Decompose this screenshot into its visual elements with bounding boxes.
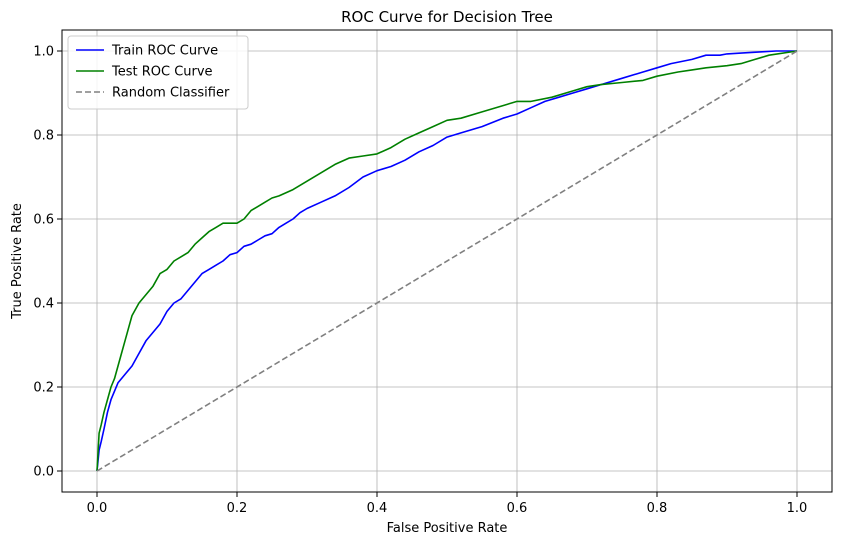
legend-entry: Train ROC Curve: [111, 44, 218, 59]
y-tick-label: 0.2: [33, 381, 54, 396]
legend: Train ROC Curve Test ROC Curve Random Clas…: [67, 35, 249, 110]
chart-title: ROC Curve for Decision Tree: [341, 8, 553, 26]
x-axis-label: False Positive Rate: [387, 521, 508, 536]
y-tick-label: 0.6: [33, 213, 54, 228]
legend-entry: Test ROC Curve: [111, 65, 213, 80]
legend-entry: Random Classifier: [112, 86, 230, 101]
x-tick-label: 0.0: [87, 501, 108, 516]
x-tick-label: 0.6: [507, 501, 528, 516]
series-line-3: [96, 50, 798, 472]
y-tick-label: 0.0: [33, 465, 54, 480]
legend-box: [67, 35, 249, 110]
x-tick-label: 0.2: [227, 501, 248, 516]
y-tick-label: 1.0: [33, 45, 54, 60]
x-tick-label: 1.0: [787, 501, 808, 516]
series-lines: [96, 50, 798, 472]
plot-frame: [61, 29, 833, 493]
x-tick-label: 0.8: [647, 501, 668, 516]
y-axis-label: True Positive Rate: [10, 203, 25, 320]
y-tick-label: 0.4: [33, 297, 54, 312]
x-tick-label: 0.4: [367, 501, 388, 516]
axis-ticks: 0.0 0.2 0.4 0.6 0.8 1.0 0.0 0.2 0.4 0.6 0.8 1.0: [33, 45, 807, 517]
grid-lines: [62, 30, 832, 492]
y-tick-label: 0.8: [33, 129, 54, 144]
series-line-2: [96, 50, 798, 472]
series-line-1: [96, 50, 797, 472]
